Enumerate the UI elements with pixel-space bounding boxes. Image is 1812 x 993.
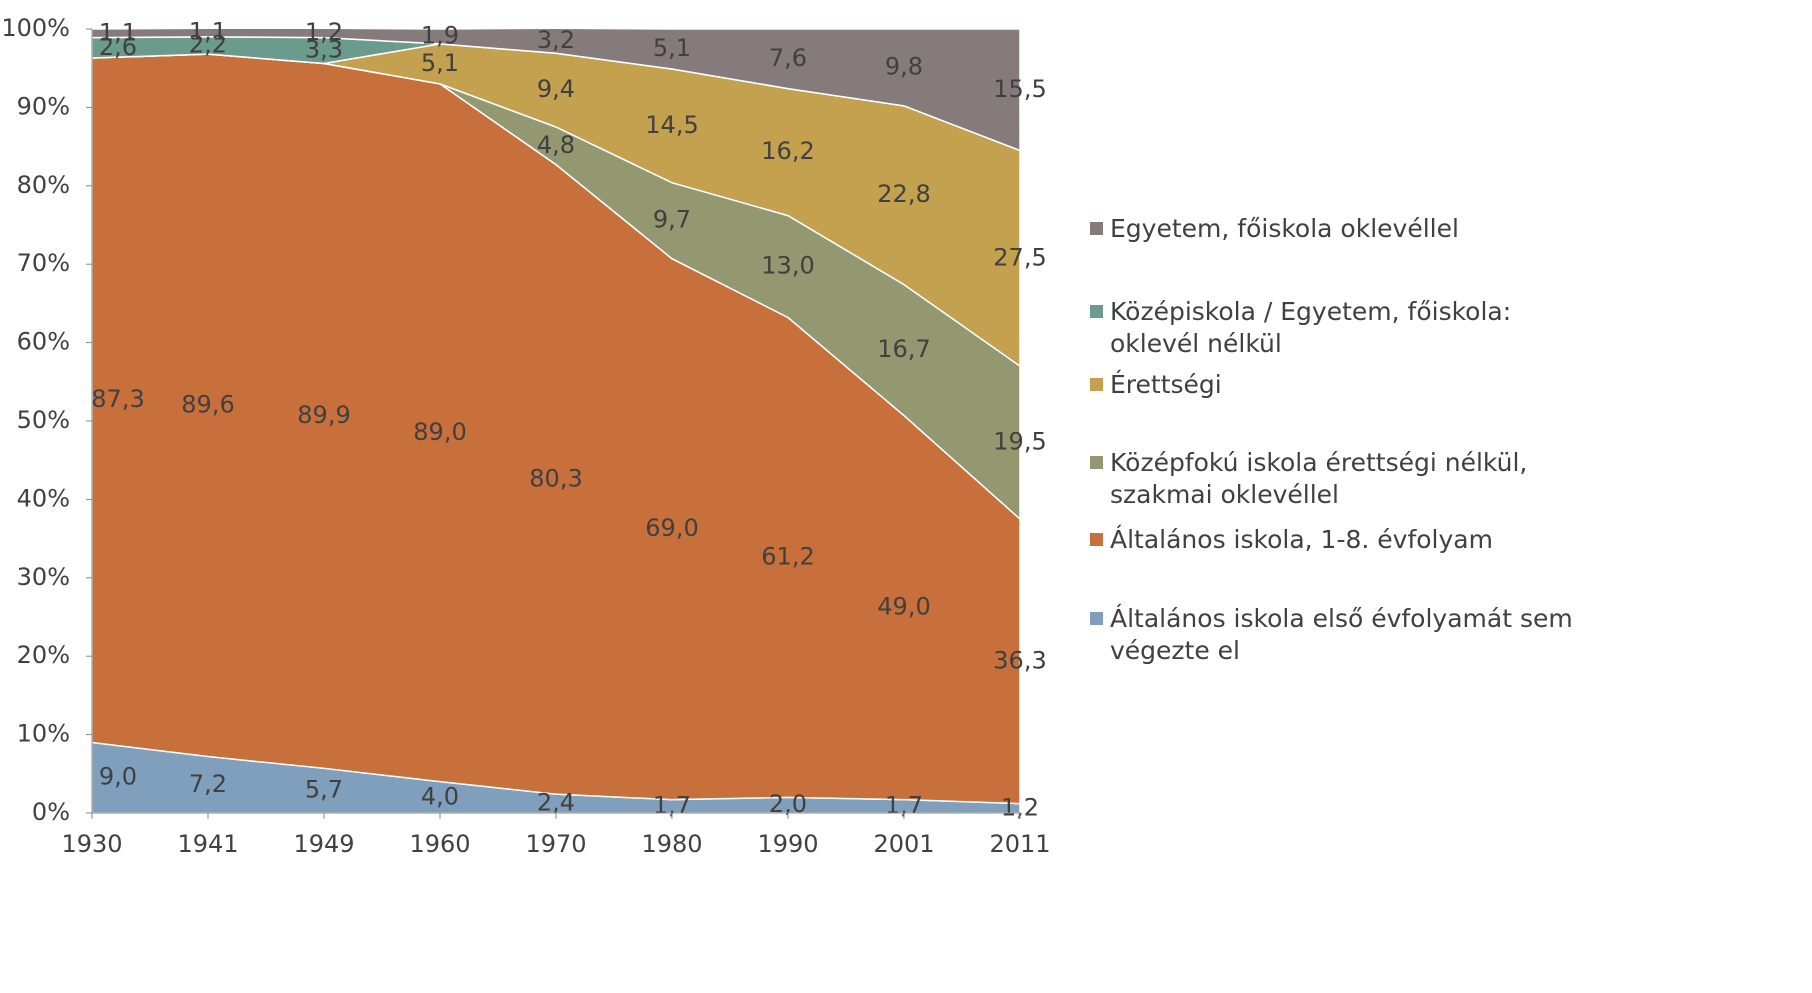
data-label: 1,2 [305,18,343,46]
area [91,27,1021,152]
legend-entry: Középfokú iskola érettségi nélkül, szakm… [1090,447,1600,511]
data-label: 49,0 [877,593,930,621]
legend-swatch [1090,305,1103,318]
data-label: 3,3 [305,36,343,64]
x-tick-label: 1941 [177,830,238,858]
data-label: 15,5 [993,75,1046,103]
data-label: 1,1 [99,18,137,46]
data-label: 2,6 [99,33,137,61]
data-label: 5,1 [421,49,459,77]
data-label: 5,1 [653,34,691,62]
data-label: 27,5 [993,243,1046,271]
y-tick-label: 60% [17,328,70,356]
y-tick-label: 70% [17,249,70,277]
legend-entry: Érettségi [1090,369,1600,401]
x-tick-label: 1990 [757,830,818,858]
legend-entry: Általános iskola, 1-8. évfolyam [1090,524,1600,556]
data-label: 9,4 [537,75,575,103]
data-label: 1,1 [189,18,227,46]
y-tick-label: 20% [17,641,70,669]
data-label: 19,5 [993,428,1046,456]
data-label: 89,6 [181,390,234,418]
data-label: 3,2 [537,26,575,54]
data-label: 4,0 [421,782,459,810]
x-tick-label: 1930 [61,830,122,858]
data-label: 87,3 [91,385,144,413]
data-label: 16,2 [761,137,814,165]
y-tick-label: 0% [32,798,70,826]
legend-swatch [1090,456,1103,469]
y-tick-label: 50% [17,406,70,434]
x-tick-label: 2001 [873,830,934,858]
data-label: 5,7 [305,776,343,804]
legend-label: Érettségi [1110,370,1222,399]
data-label: 80,3 [529,464,582,492]
data-label: 2,2 [189,30,227,58]
data-label: 61,2 [761,542,814,570]
legend-label: Általános iskola, 1-8. évfolyam [1110,525,1493,554]
data-label: 89,9 [297,401,350,429]
y-tick-label: 90% [17,92,70,120]
data-label: 36,3 [993,646,1046,674]
x-tick-label: 1949 [293,830,354,858]
data-label: 14,5 [645,111,698,139]
data-label: 9,0 [99,763,137,791]
x-tick-label: 2011 [989,830,1050,858]
y-tick-label: 10% [17,720,70,748]
data-label: 89,0 [413,418,466,446]
legend-swatch [1090,378,1103,391]
legend-swatch [1090,222,1103,235]
y-tick-label: 40% [17,484,70,512]
y-tick-label: 30% [17,563,70,591]
data-label: 7,2 [189,770,227,798]
legend-label: Általános iskola első évfolyamát sem vég… [1110,604,1573,665]
data-label: 2,4 [537,789,575,817]
legend-label: Középiskola / Egyetem, főiskola: oklevél… [1110,297,1512,358]
legend-entry: Egyetem, főiskola oklevéllel [1090,213,1600,245]
data-label: 1,9 [421,21,459,49]
legend-swatch [1090,533,1103,546]
legend-swatch [1090,612,1103,625]
data-label: 9,7 [653,206,691,234]
y-tick-label: 80% [17,171,70,199]
x-tick-label: 1970 [525,830,586,858]
legend-label: Egyetem, főiskola oklevéllel [1110,214,1459,243]
x-tick-label: 1980 [641,830,702,858]
y-tick-label: 100% [1,14,70,42]
data-label: 22,8 [877,180,930,208]
data-label: 69,0 [645,514,698,542]
data-label: 7,6 [769,44,807,72]
data-label: 9,8 [885,52,923,80]
legend-label: Középfokú iskola érettségi nélkül, szakm… [1110,448,1528,509]
legend-entry: Középiskola / Egyetem, főiskola: oklevél… [1090,296,1600,360]
data-label: 4,8 [537,131,575,159]
legend-entry: Általános iskola első évfolyamát sem vég… [1090,603,1600,667]
x-tick-label: 1960 [409,830,470,858]
data-label: 13,0 [761,252,814,280]
data-label: 16,7 [877,335,930,363]
